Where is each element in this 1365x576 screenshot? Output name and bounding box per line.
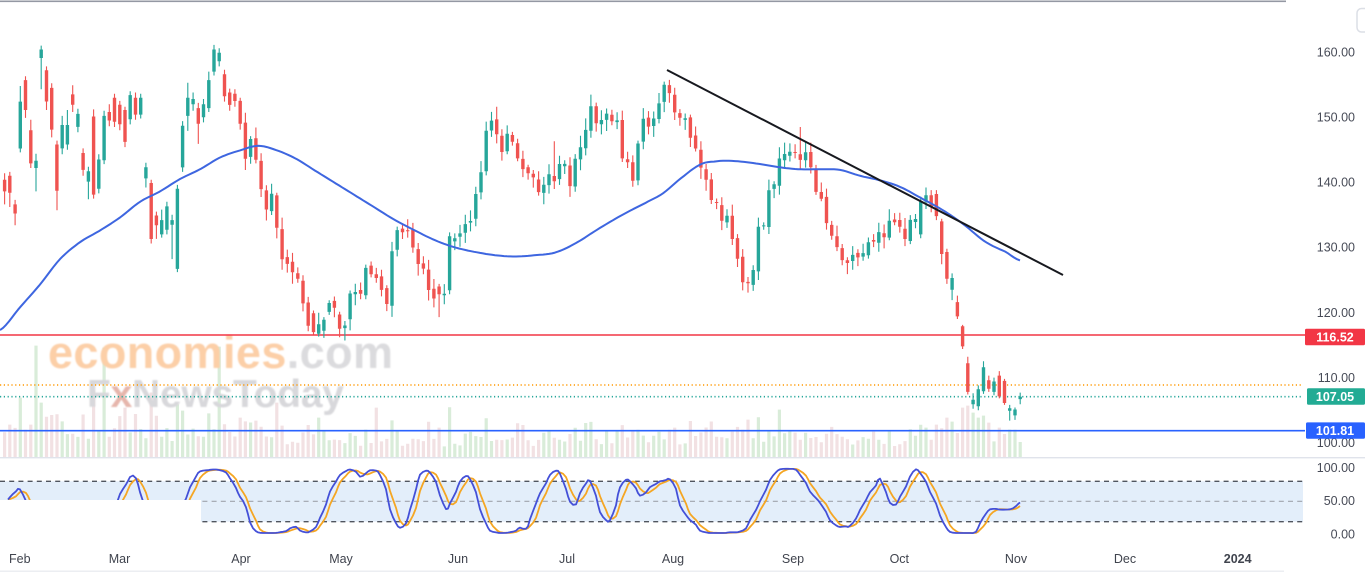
svg-text:Apr: Apr	[231, 552, 250, 566]
svg-text:140.00: 140.00	[1317, 176, 1355, 190]
svg-text:150.00: 150.00	[1317, 111, 1355, 125]
svg-text:Jul: Jul	[559, 552, 575, 566]
svg-text:Aug: Aug	[662, 552, 684, 566]
svg-text:Mar: Mar	[109, 552, 131, 566]
svg-text:107.05: 107.05	[1316, 390, 1354, 404]
svg-text:100.00: 100.00	[1317, 461, 1355, 475]
svg-text:100.00: 100.00	[1317, 436, 1355, 450]
svg-text:Nov: Nov	[1005, 552, 1028, 566]
svg-text:160.00: 160.00	[1317, 45, 1355, 59]
svg-text:Dec: Dec	[1114, 552, 1136, 566]
svg-text:116.52: 116.52	[1316, 331, 1354, 345]
svg-text:130.00: 130.00	[1317, 241, 1355, 255]
svg-text:101.81: 101.81	[1316, 424, 1354, 438]
svg-text:2024: 2024	[1224, 552, 1252, 566]
svg-text:Feb: Feb	[9, 552, 31, 566]
svg-text:120.00: 120.00	[1317, 306, 1355, 320]
svg-text:Jun: Jun	[448, 552, 468, 566]
svg-text:Sep: Sep	[782, 552, 804, 566]
svg-text:50.00: 50.00	[1324, 494, 1355, 508]
svg-text:May: May	[329, 552, 353, 566]
svg-text:Oct: Oct	[890, 552, 910, 566]
svg-text:110.00: 110.00	[1318, 371, 1355, 385]
svg-text:FxNewsToday: FxNewsToday	[87, 373, 344, 416]
svg-text:0.00: 0.00	[1331, 528, 1355, 542]
